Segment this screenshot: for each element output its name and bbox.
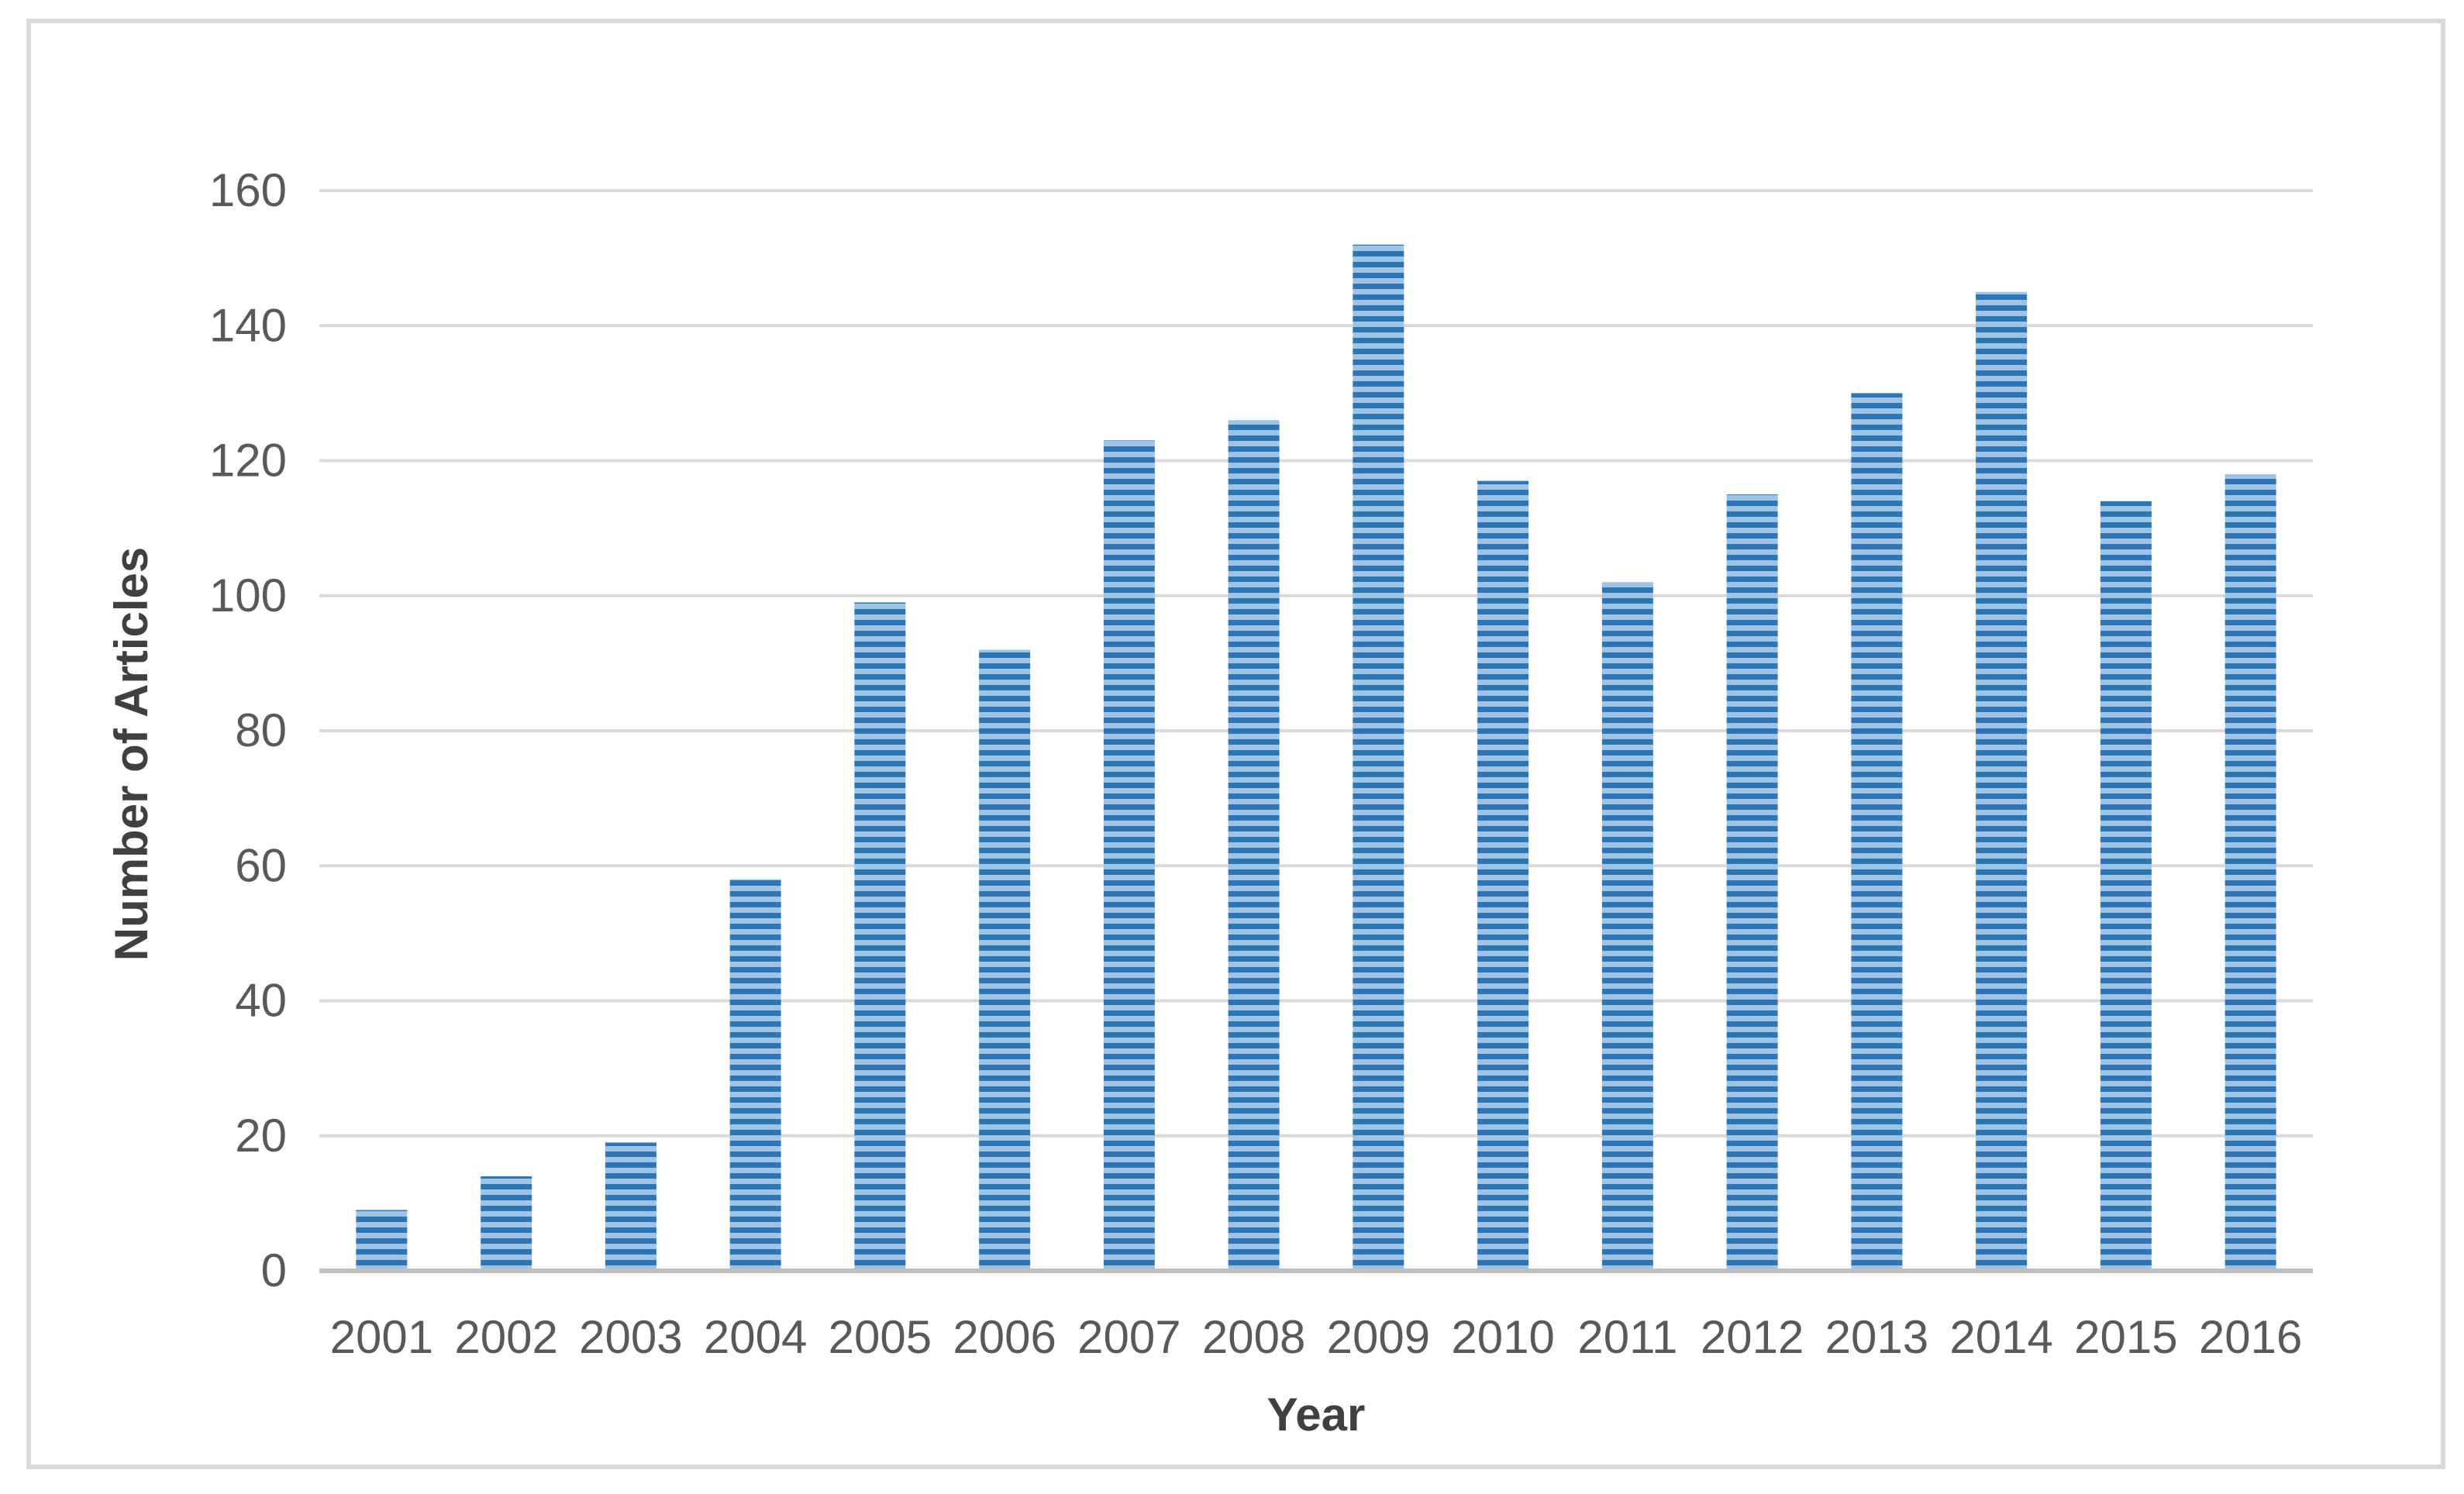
bar-2005 (854, 602, 906, 1271)
bar-2004 (729, 879, 781, 1271)
bar-2010 (1477, 480, 1529, 1271)
chart-frame: 0 20 40 60 80 100 120 140 160 2001 2002 2003 2004 20… (26, 19, 2445, 1469)
y-tick-label: 100 (209, 570, 287, 621)
x-tick-label: 2008 (1202, 1311, 1305, 1363)
y-axis-title: Number of Articles (105, 547, 157, 962)
y-axis-ticks: 0 20 40 60 80 100 120 140 160 (209, 164, 287, 1296)
x-tick-label: 2006 (953, 1311, 1056, 1363)
bar-2006 (979, 649, 1031, 1271)
x-tick-label: 2001 (330, 1311, 433, 1363)
y-tick-label: 0 (261, 1244, 287, 1296)
y-tick-label: 40 (235, 975, 287, 1027)
bar-2007 (1103, 440, 1155, 1271)
x-tick-label: 2007 (1077, 1311, 1180, 1363)
x-tick-label: 2002 (454, 1311, 557, 1363)
bar-2001 (356, 1210, 408, 1271)
bar-2016 (2224, 473, 2276, 1271)
x-axis-title: Year (1267, 1389, 1366, 1441)
x-tick-label: 2014 (1949, 1311, 2052, 1363)
bar-2015 (2100, 501, 2152, 1271)
x-axis-ticks: 2001 2002 2003 2004 2005 2006 2007 2008 2009 2010… (330, 1311, 2303, 1363)
x-tick-label: 2009 (1327, 1311, 1430, 1363)
x-tick-label: 2016 (2199, 1311, 2302, 1363)
bar-2008 (1228, 420, 1280, 1271)
x-tick-label: 2004 (704, 1311, 807, 1363)
bar-2002 (481, 1176, 532, 1271)
y-tick-label: 140 (209, 299, 287, 351)
bar-2011 (1601, 582, 1653, 1271)
bars (356, 244, 2276, 1272)
gridlines (319, 189, 2313, 1138)
bar-2009 (1353, 244, 1404, 1272)
x-tick-label: 2015 (2074, 1311, 2177, 1363)
bar-2012 (1726, 494, 1778, 1271)
x-tick-label: 2013 (1825, 1311, 1928, 1363)
x-tick-label: 2003 (579, 1311, 682, 1363)
y-tick-label: 120 (209, 435, 287, 487)
x-tick-label: 2005 (829, 1311, 932, 1363)
y-tick-label: 160 (209, 164, 287, 216)
bar-2013 (1851, 393, 1903, 1271)
y-tick-label: 20 (235, 1110, 287, 1162)
bar-2014 (1976, 291, 2028, 1271)
bar-2003 (605, 1142, 656, 1271)
x-tick-label: 2011 (1577, 1311, 1677, 1363)
x-tick-label: 2012 (1701, 1311, 1804, 1363)
y-tick-label: 60 (235, 839, 287, 891)
y-tick-label: 80 (235, 704, 287, 756)
x-tick-label: 2010 (1451, 1311, 1554, 1363)
